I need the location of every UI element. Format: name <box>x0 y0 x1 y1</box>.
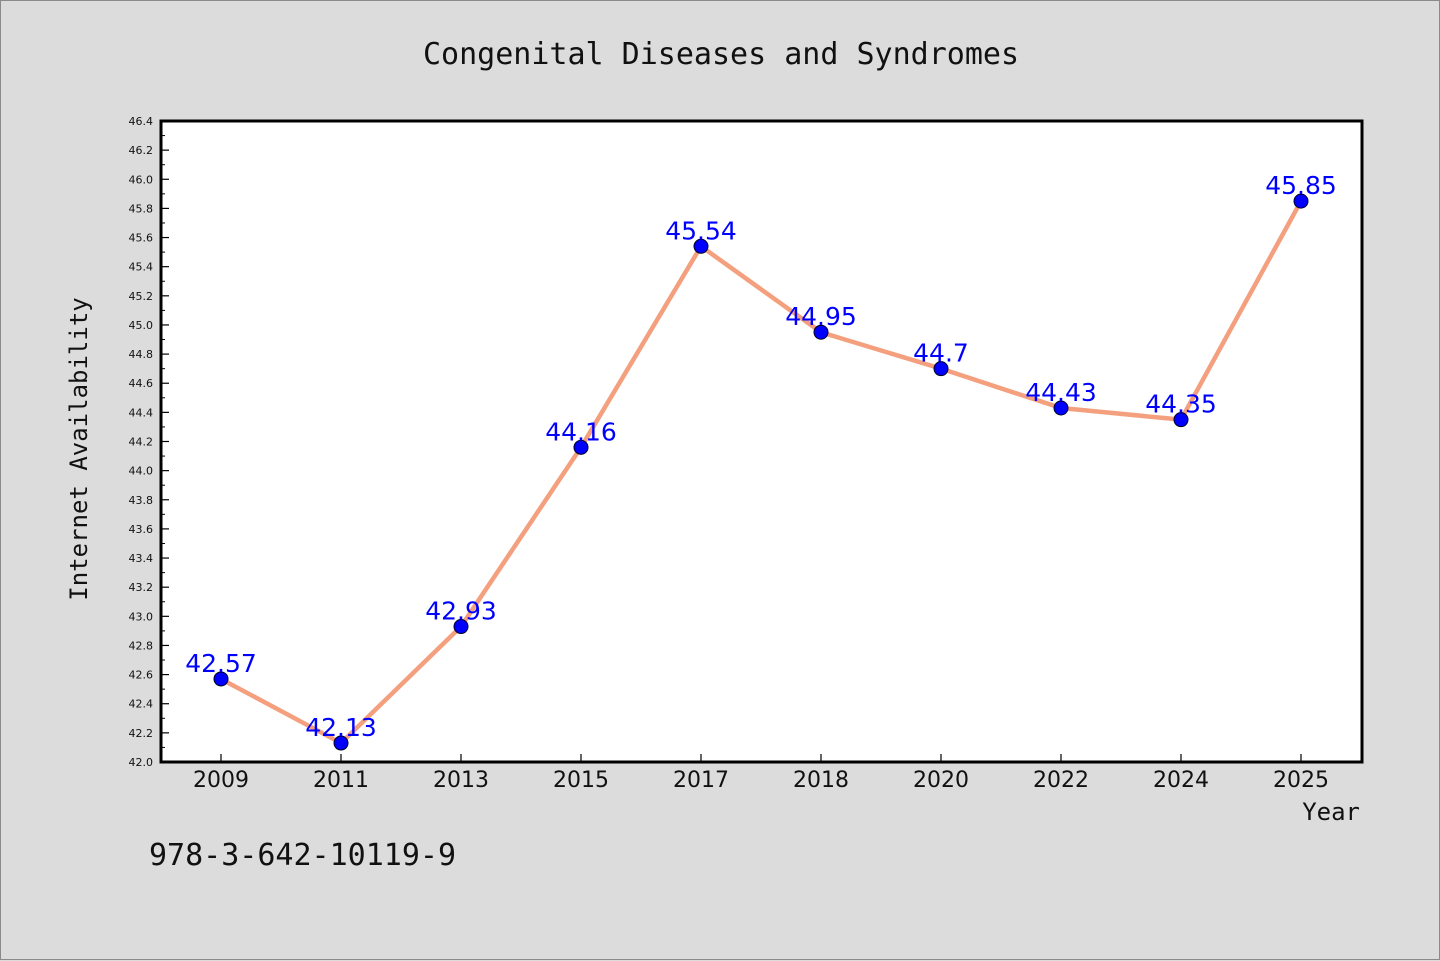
y-tick-label: 44.8 <box>129 348 154 361</box>
data-point <box>1293 193 1309 209</box>
y-tick-label: 42.6 <box>129 669 154 682</box>
data-point <box>333 735 349 751</box>
y-tick-label: 42.8 <box>129 639 154 652</box>
y-tick-label: 43.6 <box>129 523 154 536</box>
x-tick-label: 2018 <box>793 768 849 793</box>
y-tick-label: 46.0 <box>129 173 154 186</box>
x-tick-label: 2011 <box>313 768 369 793</box>
data-label: 44.95 <box>785 302 857 331</box>
data-label: 44.43 <box>1025 378 1097 407</box>
data-label: 45.54 <box>665 216 737 245</box>
x-axis-ticks: 2009 2011 2013 2015 2017 2018 2020 2022 2024 2025 <box>193 754 1329 793</box>
y-tick-label: 44.2 <box>129 436 154 449</box>
x-axis-label: Year <box>1302 798 1360 826</box>
y-tick-label: 44.4 <box>129 406 154 419</box>
data-label: 44.16 <box>545 417 617 446</box>
y-tick-label: 43.2 <box>129 581 154 594</box>
y-tick-label: 43.4 <box>129 552 154 565</box>
y-tick-label: 45.2 <box>129 290 154 303</box>
y-tick-label: 42.0 <box>129 756 154 769</box>
x-tick-label: 2015 <box>553 768 609 793</box>
x-tick-label: 2024 <box>1153 768 1209 793</box>
y-axis-ticks: 42.0 42.2 42.4 42.6 42.8 43.0 43.2 43.4 43.6 43.8… <box>129 115 169 769</box>
y-tick-label: 43.8 <box>129 494 154 507</box>
data-label: 42.13 <box>305 713 377 742</box>
y-tick-label: 45.8 <box>129 202 154 215</box>
data-label: 45.85 <box>1265 171 1337 200</box>
y-tick-label: 42.4 <box>129 698 154 711</box>
data-label: 42.93 <box>425 597 497 626</box>
y-tick-label: 46.2 <box>129 144 154 157</box>
data-point <box>1173 412 1189 428</box>
data-label: 44.7 <box>913 339 969 368</box>
y-tick-label: 45.4 <box>129 261 154 274</box>
data-label: 44.35 <box>1145 390 1217 419</box>
x-tick-label: 2020 <box>913 768 969 793</box>
y-tick-label: 42.2 <box>129 727 154 740</box>
x-tick-label: 2017 <box>673 768 729 793</box>
series-line <box>218 198 1304 746</box>
y-tick-label: 44.0 <box>129 465 154 478</box>
y-tick-label: 45.0 <box>129 319 154 332</box>
footer-code: 978-3-642-10119-9 <box>149 838 456 873</box>
series-group: 42.57 42.13 42.93 44.16 45.54 44.95 44.7 44.43 4… <box>185 171 1337 751</box>
x-tick-label: 2013 <box>433 768 489 793</box>
data-point <box>573 439 589 455</box>
data-point <box>1053 400 1069 416</box>
data-point <box>813 324 829 340</box>
chart-title: Congenital Diseases and Syndromes <box>423 37 1019 72</box>
y-tick-label: 43.0 <box>129 610 154 623</box>
data-point <box>453 619 469 635</box>
y-axis-label: Internet Availability <box>65 297 93 600</box>
x-tick-label: 2025 <box>1273 768 1329 793</box>
y-tick-label: 45.6 <box>129 232 154 245</box>
y-tick-label: 44.6 <box>129 377 154 390</box>
x-tick-label: 2009 <box>193 768 249 793</box>
data-label: 42.57 <box>185 649 257 678</box>
data-point <box>213 671 229 687</box>
data-point <box>933 361 949 377</box>
y-tick-label: 46.4 <box>129 115 154 128</box>
plot-area <box>159 119 1364 764</box>
x-tick-label: 2022 <box>1033 768 1089 793</box>
data-point <box>693 238 709 254</box>
